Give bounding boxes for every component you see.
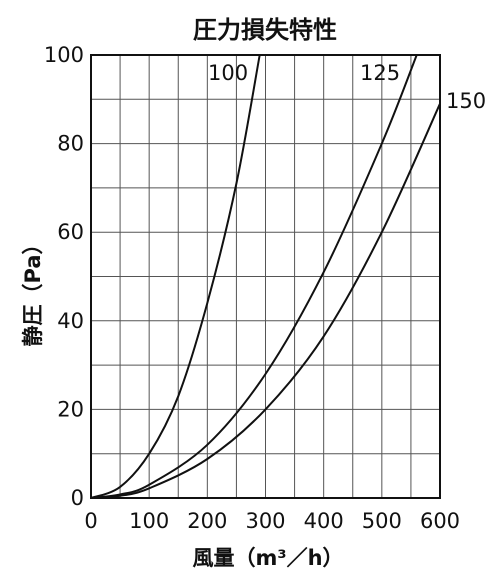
series-line-150 — [90, 102, 441, 499]
x-tick-label: 300 — [245, 509, 285, 533]
y-tick-labels: 0 20 40 60 80 100 — [44, 43, 84, 510]
series-line-100 — [90, 54, 261, 499]
x-tick-label: 0 — [84, 509, 97, 533]
chart-title: 圧力損失特性 — [193, 16, 337, 44]
series-label-125: 125 — [360, 61, 400, 85]
series-line-125 — [90, 54, 418, 499]
y-tick-label: 100 — [44, 43, 84, 67]
plot-frame — [90, 54, 441, 499]
series-labels: 100 125 150 — [208, 61, 486, 113]
x-tick-label: 600 — [420, 509, 460, 533]
y-tick-label: 60 — [57, 220, 84, 244]
x-tick-label: 400 — [304, 509, 344, 533]
curves — [90, 54, 441, 499]
y-tick-label: 0 — [71, 486, 84, 510]
y-tick-label: 40 — [57, 309, 84, 333]
grid — [90, 54, 441, 499]
y-tick-label: 80 — [57, 132, 84, 156]
series-label-150: 150 — [446, 89, 486, 113]
y-tick-label: 20 — [57, 397, 84, 421]
x-axis-label: 風量（m³／h） — [192, 546, 343, 570]
x-tick-label: 200 — [187, 509, 227, 533]
x-tick-label: 100 — [129, 509, 169, 533]
series-label-100: 100 — [208, 61, 248, 85]
x-tick-label: 500 — [362, 509, 402, 533]
y-axis-label: 静圧（Pa） — [21, 234, 45, 347]
x-tick-labels: 0 100 200 300 400 500 600 — [84, 509, 460, 533]
